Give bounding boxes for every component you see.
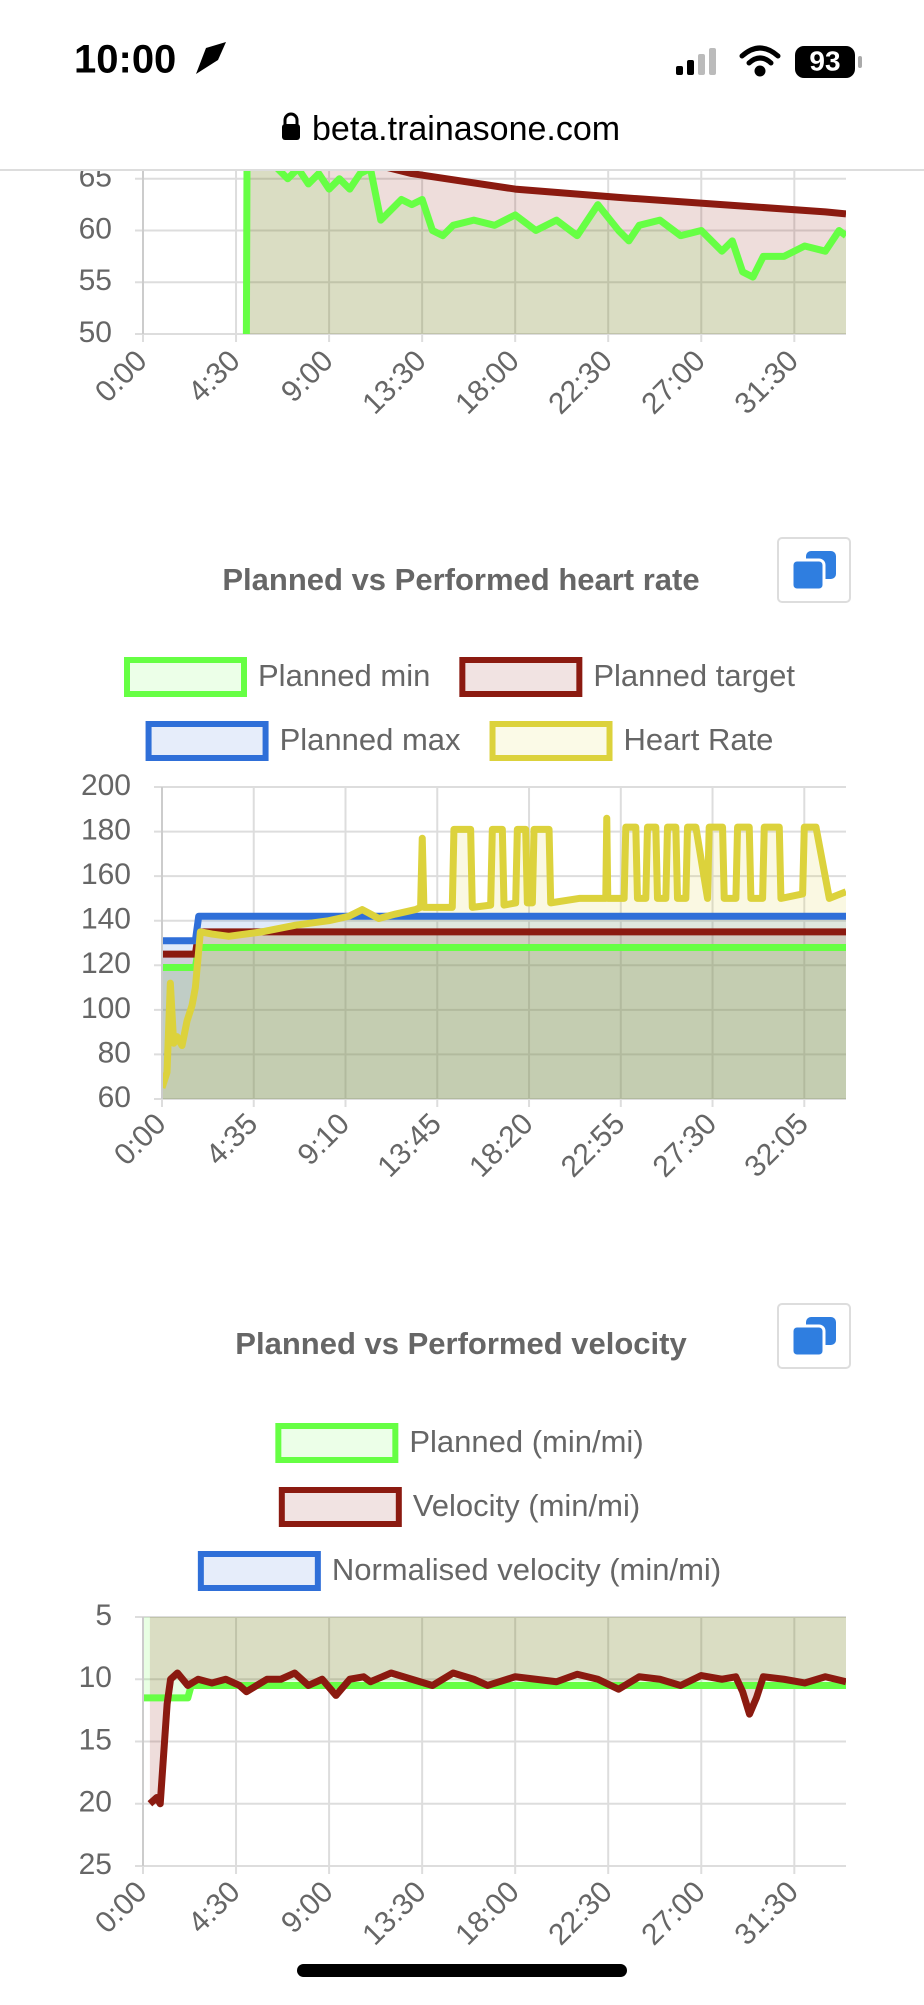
battery-tip (858, 56, 862, 68)
x-tick-label: 4:30 (182, 1875, 247, 1940)
legend-item: Planned max (145, 721, 461, 761)
legend-item: Normalised velocity (min/mi) (197, 1551, 721, 1591)
y-tick-label: 10 (79, 1661, 112, 1694)
line (242, 144, 846, 334)
wifi-icon (739, 45, 781, 77)
legend-label: Planned min (258, 658, 430, 693)
clock: 10:00 (74, 38, 176, 82)
x-tick-label: 4:30 (182, 344, 247, 409)
y-tick-label: 5 (95, 1599, 112, 1632)
chart-title: Planned vs Performed velocity (235, 1326, 687, 1361)
header-bg (0, 0, 924, 170)
x-tick-label: 13:30 (356, 1875, 432, 1951)
legend-label: Velocity (min/mi) (413, 1488, 640, 1523)
y-tick-label: 60 (79, 212, 112, 245)
signal-icon (676, 48, 716, 75)
x-tick-label: 32:05 (738, 1107, 814, 1183)
battery (795, 46, 855, 78)
chart: 60 80 100 120 140 160 180 200 0:00 4:35 9:10 13:45 1… (81, 537, 851, 1184)
y-tick-label: 60 (98, 1081, 131, 1114)
legend-swatch (197, 1551, 321, 1591)
legend-swatch (278, 1487, 402, 1527)
legend-label: Normalised velocity (min/mi) (332, 1552, 721, 1587)
x-tick-label: 18:20 (463, 1107, 539, 1183)
area (162, 916, 846, 1099)
chart: 5 10 15 20 250:00 4:30 9:00 13:30 18:00 22:30 27:0… (79, 1303, 851, 1952)
y-tick-label: 180 (81, 813, 131, 846)
legend-item: Heart Rate (489, 721, 774, 761)
x-tick-label: 4:35 (200, 1107, 265, 1172)
area (162, 947, 846, 1099)
x-tick-label: 18:00 (449, 344, 525, 420)
legend-swatch (275, 1423, 399, 1463)
area (246, 147, 846, 334)
copy-icon-front[interactable] (790, 558, 826, 592)
legend-swatch (459, 657, 583, 697)
legend-label: Planned (min/mi) (409, 1424, 643, 1459)
legend-item: Velocity (min/mi) (278, 1487, 640, 1527)
line (162, 912, 846, 945)
battery-level: 93 (809, 45, 840, 76)
area (162, 931, 846, 1099)
area (246, 137, 846, 334)
x-tick-label: 27:00 (635, 1875, 711, 1951)
y-tick-label: 140 (81, 903, 131, 936)
line (147, 1669, 846, 1808)
y-tick-label: 20 (79, 1786, 112, 1819)
y-tick-label: 100 (81, 992, 131, 1025)
url[interactable]: beta.trainasone.com (312, 110, 620, 148)
plot (242, 133, 846, 334)
y-tick-label: 25 (79, 1848, 112, 1881)
copy-icon-front[interactable] (790, 1324, 826, 1358)
legend-item: Planned (min/mi) (275, 1423, 644, 1463)
x-tick-label: 9:00 (275, 1875, 340, 1940)
home-indicator (297, 1964, 627, 1977)
location-icon (196, 42, 226, 74)
x-tick-label: 13:45 (371, 1107, 447, 1183)
x-tick-label: 9:10 (291, 1107, 356, 1172)
legend-label: Planned max (280, 722, 461, 757)
x-tick-label: 27:00 (635, 344, 711, 420)
plot (162, 814, 846, 1099)
y-tick-label: 160 (81, 858, 131, 891)
y-tick-label: 120 (81, 947, 131, 980)
legend-swatch (124, 657, 247, 697)
x-tick-label: 22:30 (542, 344, 618, 420)
x-tick-label: 18:00 (449, 1875, 525, 1951)
x-tick-label: 22:55 (555, 1107, 631, 1183)
y-tick-label: 80 (98, 1036, 131, 1069)
legend-label: Heart Rate (624, 722, 774, 757)
x-tick-label: 27:30 (647, 1107, 723, 1183)
x-tick-label: 9:00 (275, 344, 340, 409)
x-tick-label: 22:30 (542, 1875, 618, 1951)
x-tick-label: 13:30 (356, 344, 432, 420)
legend-item: Planned target (459, 657, 795, 697)
x-tick-label: 0:00 (89, 344, 154, 409)
header: 10:00 93 beta.trainasone.com (0, 0, 924, 171)
y-tick-label: 200 (81, 769, 131, 802)
lock-icon (282, 112, 300, 140)
x-tick-label: 0:00 (108, 1107, 173, 1172)
copy-button[interactable] (777, 1303, 851, 1369)
x-tick-label: 31:30 (728, 344, 804, 420)
y-tick-label: 55 (79, 264, 112, 297)
area (149, 1617, 846, 1804)
y-tick-label: 15 (79, 1723, 112, 1756)
legend-swatch (145, 721, 269, 761)
chart-title: Planned vs Performed heart rate (222, 562, 699, 597)
legend-item: Planned min (124, 657, 430, 697)
x-tick-label: 31:30 (728, 1875, 804, 1951)
legend-label: Planned target (593, 658, 795, 693)
legend-swatch (489, 721, 613, 761)
y-tick-label: 50 (79, 316, 112, 349)
plot (143, 1617, 846, 1808)
x-tick-label: 0:00 (89, 1875, 154, 1940)
line (162, 814, 846, 1089)
copy-button[interactable] (777, 537, 851, 603)
